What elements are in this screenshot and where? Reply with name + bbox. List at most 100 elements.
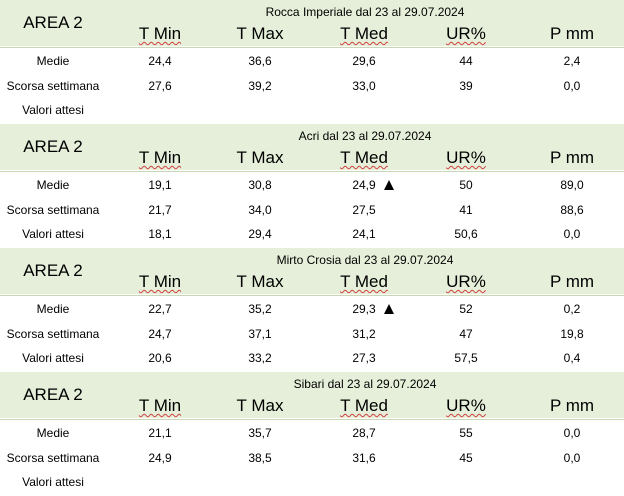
station-table: AREA 2 Rocca Imperiale dal 23 al 29.07.20… <box>0 0 624 124</box>
table-cell: 20,6 <box>148 351 172 365</box>
area-label: AREA 2 <box>0 124 106 170</box>
table-cell: 33,2 <box>248 351 272 365</box>
header-divider <box>0 419 624 420</box>
table-cell: 19,1 <box>148 178 172 192</box>
table-cell: 50 <box>459 178 473 192</box>
column-header: P mm <box>549 24 595 43</box>
table-cell: 33,0 <box>352 79 376 93</box>
table-cell: 19,8 <box>560 327 584 341</box>
table-cell: 50,6 <box>454 227 478 241</box>
table-cell: 0,4 <box>563 351 581 365</box>
station-table: AREA 2 Acri dal 23 al 29.07.2024 T Min T Ma… <box>0 124 624 248</box>
column-header: T Med <box>340 396 388 415</box>
table-cell: 29,3 <box>352 302 376 316</box>
table-cell: 18,1 <box>148 227 172 241</box>
column-header: T Min <box>138 396 182 415</box>
table-header <box>106 248 624 294</box>
block-divider <box>0 371 624 372</box>
station-table: AREA 2 Mirto Crosia dal 23 al 29.07.2024 T… <box>0 248 624 372</box>
table-cell: 34,0 <box>248 203 272 217</box>
row-label: Medie <box>36 426 70 440</box>
column-header: T Min <box>138 148 182 167</box>
table-header <box>106 0 624 46</box>
header-divider <box>0 171 624 172</box>
table-cell: 31,2 <box>352 327 376 341</box>
row-label: Scorsa settimana <box>6 451 100 465</box>
column-header: T Med <box>340 272 388 291</box>
table-cell: 24,9 <box>352 178 376 192</box>
station-table: AREA 2 Sibari dal 23 al 29.07.2024 T Min T … <box>0 372 624 496</box>
table-cell: 29,4 <box>248 227 272 241</box>
table-cell: 2,4 <box>563 54 581 68</box>
table-cell: 37,1 <box>248 327 272 341</box>
table-cell: 41 <box>459 203 473 217</box>
block-divider <box>0 247 624 248</box>
table-cell: 39,2 <box>248 79 272 93</box>
station-title: Rocca Imperiale dal 23 al 29.07.2024 <box>265 5 465 19</box>
column-header: T Med <box>340 24 388 43</box>
row-label: Valori attesi <box>22 475 84 489</box>
table-cell: 36,6 <box>248 54 272 68</box>
row-label: Scorsa settimana <box>6 79 100 93</box>
table-cell: 57,5 <box>454 351 478 365</box>
area-label: AREA 2 <box>0 372 106 418</box>
area-label: AREA 2 <box>0 248 106 294</box>
table-cell: 0,0 <box>563 426 581 440</box>
column-header: T Max <box>236 396 284 415</box>
table-cell: 28,7 <box>352 426 376 440</box>
column-header: UR% <box>446 272 486 291</box>
header-divider <box>0 295 624 296</box>
column-header: P mm <box>549 396 595 415</box>
up-triangle-icon <box>384 304 394 314</box>
table-cell: 47 <box>459 327 473 341</box>
table-cell: 0,0 <box>563 451 581 465</box>
row-label: Medie <box>36 178 70 192</box>
table-cell: 22,7 <box>148 302 172 316</box>
table-cell: 24,9 <box>148 451 172 465</box>
station-title: Mirto Crosia dal 23 al 29.07.2024 <box>276 253 454 267</box>
table-cell: 30,8 <box>248 178 272 192</box>
row-label: Medie <box>36 54 70 68</box>
column-header: T Max <box>236 272 284 291</box>
column-header: P mm <box>549 148 595 167</box>
column-header: T Min <box>138 272 182 291</box>
header-divider <box>0 47 624 48</box>
table-cell: 27,3 <box>352 351 376 365</box>
row-label: Scorsa settimana <box>6 327 100 341</box>
table-header <box>106 124 624 170</box>
table-cell: 35,2 <box>248 302 272 316</box>
station-title: Acri dal 23 al 29.07.2024 <box>298 129 432 143</box>
table-cell: 29,6 <box>352 54 376 68</box>
row-label: Scorsa settimana <box>6 203 100 217</box>
row-label: Medie <box>36 302 70 316</box>
column-header: UR% <box>446 148 486 167</box>
table-cell: 31,6 <box>352 451 376 465</box>
column-header: UR% <box>446 396 486 415</box>
table-cell: 24,7 <box>148 327 172 341</box>
table-cell: 38,5 <box>248 451 272 465</box>
column-header: T Med <box>340 148 388 167</box>
table-cell: 21,1 <box>148 426 172 440</box>
table-cell: 0,0 <box>563 79 581 93</box>
column-header: T Max <box>236 24 284 43</box>
row-label: Valori attesi <box>22 351 84 365</box>
column-header: P mm <box>549 272 595 291</box>
column-header: T Max <box>236 148 284 167</box>
block-divider <box>0 123 624 124</box>
table-cell: 0,0 <box>563 227 581 241</box>
table-cell: 45 <box>459 451 473 465</box>
table-cell: 24,4 <box>148 54 172 68</box>
table-cell: 24,1 <box>352 227 376 241</box>
table-cell: 39 <box>459 79 473 93</box>
table-cell: 27,6 <box>148 79 172 93</box>
table-cell: 88,6 <box>560 203 584 217</box>
row-label: Valori attesi <box>22 103 84 117</box>
table-cell: 0,2 <box>563 302 581 316</box>
column-header: UR% <box>446 24 486 43</box>
table-cell: 44 <box>459 54 473 68</box>
table-cell: 21,7 <box>148 203 172 217</box>
table-cell: 35,7 <box>248 426 272 440</box>
station-title: Sibari dal 23 al 29.07.2024 <box>293 377 437 391</box>
table-header <box>106 372 624 418</box>
table-cell: 55 <box>459 426 473 440</box>
